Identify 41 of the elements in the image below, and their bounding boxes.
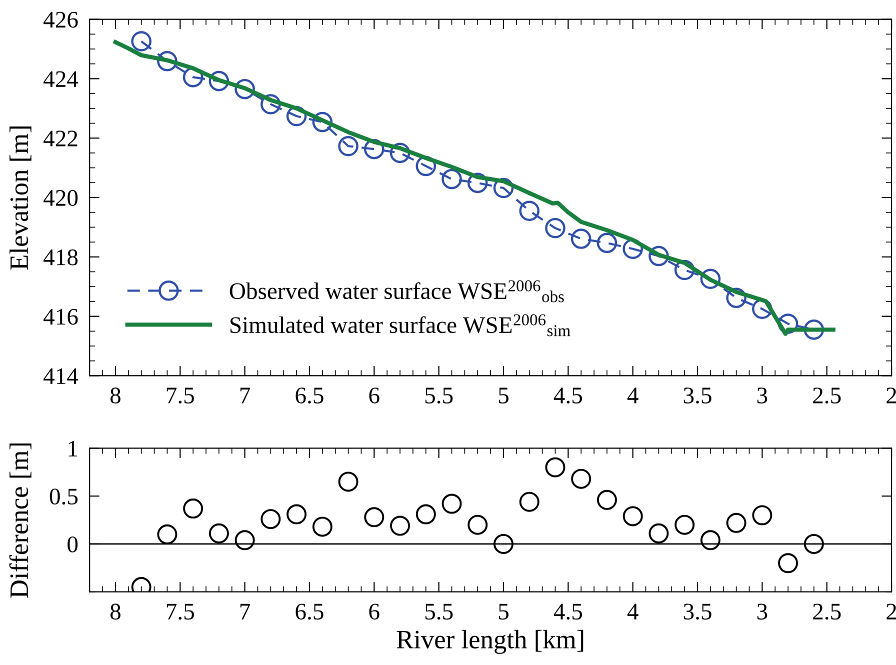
legend-label: Simulated water surface WSE$^{2006}$$_{sim}$ (230, 314, 570, 336)
y-tick-label: 0.5 (50, 488, 78, 505)
y-axis-title: Difference [m] (9, 443, 32, 598)
y-tick-label: 416 (44, 308, 78, 325)
x-tick-label: 3.5 (684, 604, 712, 620)
x-tick-label: 7.5 (166, 388, 194, 404)
y-tick-label: 1 (68, 440, 78, 456)
y-tick-label: 414 (44, 368, 78, 384)
x-tick-label: 7 (240, 388, 250, 404)
x-tick-label: 5 (498, 604, 508, 620)
x-tick-label: 3 (757, 388, 768, 404)
x-tick-label: 2 (886, 388, 896, 404)
y-tick-label: 426 (44, 12, 78, 28)
x-tick-label: 3 (757, 604, 768, 620)
x-tick-label: 2.5 (813, 604, 841, 620)
y-tick-label: 0 (68, 536, 78, 552)
x-tick-label: 8 (110, 388, 120, 404)
y-tick-label: 422 (44, 130, 78, 146)
x-axis-title: River length [km] (396, 630, 584, 654)
y-tick-label: 418 (44, 249, 78, 266)
x-tick-label: 4.5 (554, 388, 582, 404)
y-axis-title: Elevation [m] (10, 126, 32, 270)
y-tick-label: 424 (44, 71, 78, 87)
x-tick-label: 2.5 (813, 388, 841, 404)
x-tick-label: 7.5 (166, 604, 194, 620)
x-tick-label: 6 (369, 604, 380, 620)
x-tick-label: 6 (369, 388, 380, 404)
x-tick-label: 4.5 (554, 604, 582, 620)
legend-label: Observed water surface WSE$^{2006}$$_{obs}$ (230, 280, 564, 302)
y-tick-label: 420 (44, 190, 78, 206)
x-tick-label: 6.5 (296, 388, 324, 404)
x-tick-label: 4 (627, 388, 638, 404)
x-tick-label: 5.5 (425, 604, 453, 620)
x-tick-label: 7 (240, 604, 250, 620)
x-tick-label: 5 (498, 388, 508, 404)
x-tick-label: 5.5 (425, 388, 453, 404)
x-tick-label: 3.5 (684, 388, 712, 404)
x-tick-label: 2 (886, 604, 896, 620)
x-tick-label: 8 (110, 604, 120, 620)
x-tick-label: 6.5 (296, 604, 324, 620)
x-tick-label: 4 (627, 604, 638, 620)
